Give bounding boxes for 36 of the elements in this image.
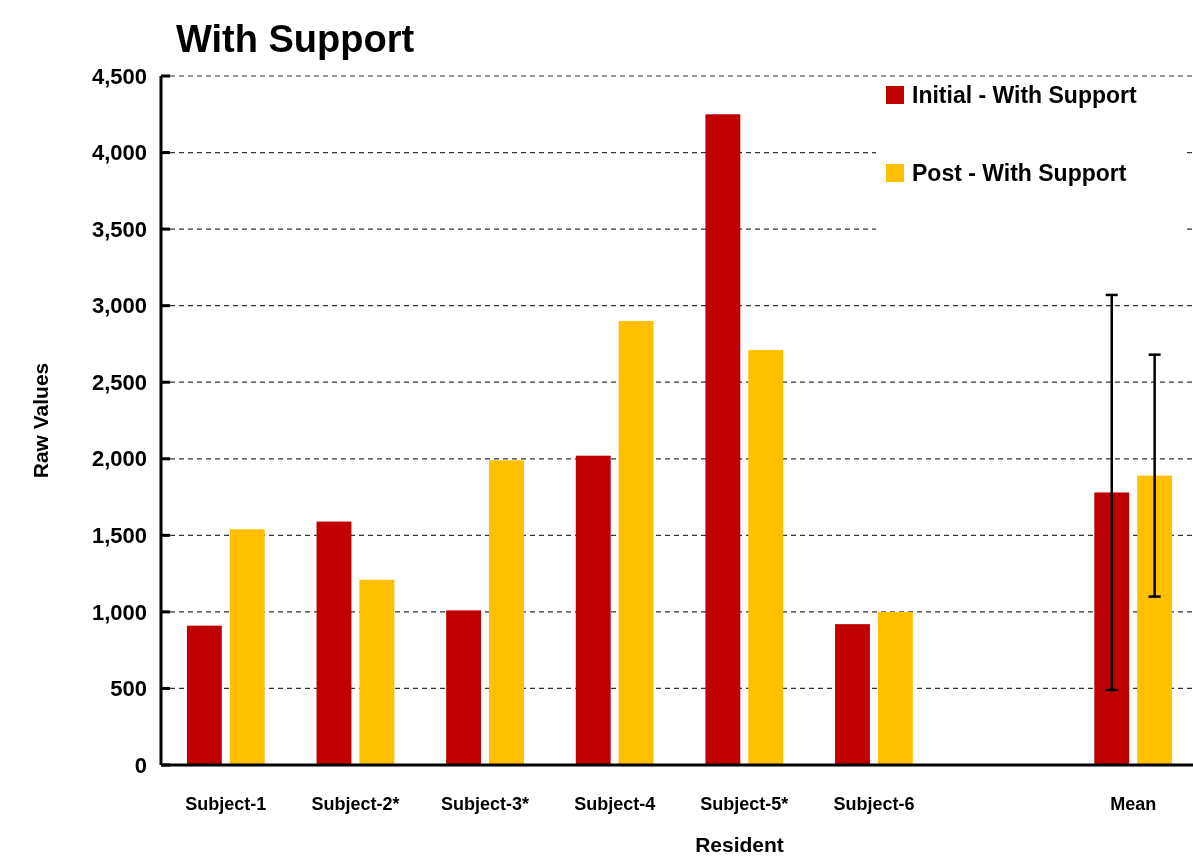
y-tick-label: 4,500 <box>91 63 147 89</box>
x-tick-label: Subject-4 <box>574 794 656 814</box>
y-tick-label: 1,000 <box>91 599 147 625</box>
y-tick-label: 3,500 <box>91 216 147 242</box>
y-tick-label: 2,500 <box>91 369 147 395</box>
bar <box>489 460 524 765</box>
x-tick-label: Subject-3* <box>441 794 530 814</box>
x-tick-label: Mean <box>1110 794 1157 814</box>
chart-title: With Support <box>176 18 415 60</box>
bar <box>618 320 654 765</box>
x-axis-title: Resident <box>695 833 784 856</box>
y-tick-label: 2,000 <box>91 446 147 472</box>
legend-label: Initial - With Support <box>912 82 1137 109</box>
legend-label: Post - With Support <box>912 160 1127 187</box>
bar <box>705 114 741 765</box>
x-tick-label: Subject-2* <box>311 794 400 814</box>
bar <box>316 521 352 765</box>
bar <box>1137 475 1173 765</box>
bar <box>575 455 611 765</box>
bar <box>748 350 784 765</box>
bar <box>186 625 222 765</box>
bar <box>1094 492 1130 765</box>
bar <box>877 611 913 765</box>
x-tick-label: Subject-6 <box>833 794 915 814</box>
y-axis-title: Raw Values <box>29 362 52 479</box>
y-tick-label: 0 <box>134 752 147 778</box>
y-tick-label: 1,500 <box>91 523 147 549</box>
x-tick-label: Subject-5* <box>700 794 789 814</box>
bar <box>446 610 482 765</box>
bar <box>359 579 395 765</box>
x-tick-label: Subject-1 <box>185 794 267 814</box>
y-tick-label: 500 <box>110 676 147 702</box>
y-tick-label: 4,000 <box>91 140 147 166</box>
y-tick-label: 3,000 <box>91 293 147 319</box>
bar <box>229 529 265 765</box>
bar <box>835 624 870 765</box>
